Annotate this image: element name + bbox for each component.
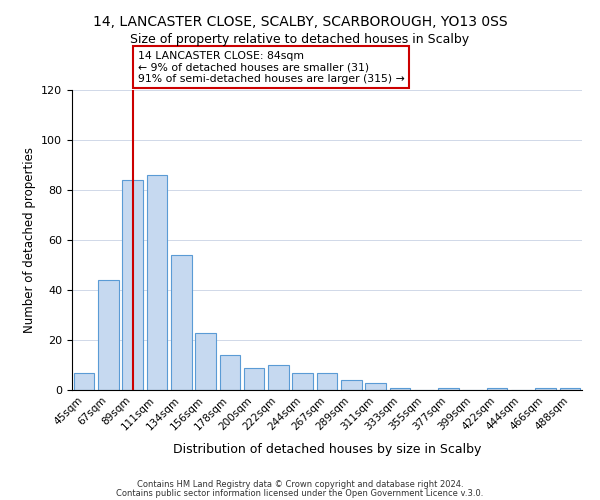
Bar [292,372,313,390]
Bar [98,280,119,390]
Bar [317,372,337,390]
Bar [535,388,556,390]
Bar [389,388,410,390]
X-axis label: Distribution of detached houses by size in Scalby: Distribution of detached houses by size … [173,443,481,456]
Text: Contains public sector information licensed under the Open Government Licence v.: Contains public sector information licen… [116,488,484,498]
Bar [244,368,265,390]
Bar [341,380,362,390]
Bar [438,388,459,390]
Text: 14, LANCASTER CLOSE, SCALBY, SCARBOROUGH, YO13 0SS: 14, LANCASTER CLOSE, SCALBY, SCARBOROUGH… [92,15,508,29]
Bar [268,365,289,390]
Y-axis label: Number of detached properties: Number of detached properties [23,147,35,333]
Bar [146,175,167,390]
Text: Size of property relative to detached houses in Scalby: Size of property relative to detached ho… [130,32,470,46]
Bar [122,180,143,390]
Text: Contains HM Land Registry data © Crown copyright and database right 2024.: Contains HM Land Registry data © Crown c… [137,480,463,489]
Text: 14 LANCASTER CLOSE: 84sqm
← 9% of detached houses are smaller (31)
91% of semi-d: 14 LANCASTER CLOSE: 84sqm ← 9% of detach… [138,51,404,84]
Bar [560,388,580,390]
Bar [365,382,386,390]
Bar [74,372,94,390]
Bar [487,388,508,390]
Bar [195,332,216,390]
Bar [220,355,240,390]
Bar [171,255,191,390]
